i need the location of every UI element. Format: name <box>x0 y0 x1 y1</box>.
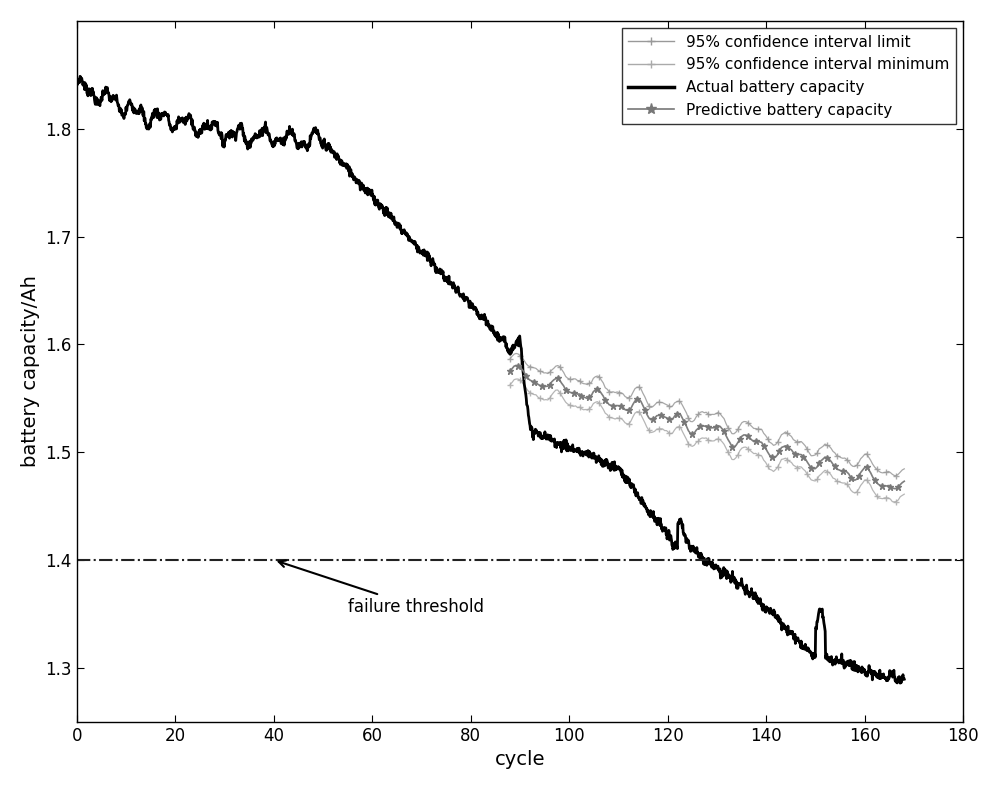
Actual battery capacity <box>474 314 486 324</box>
95% confidence interval minimum <box>522 386 534 396</box>
95% confidence interval limit <box>504 354 516 363</box>
95% confidence interval minimum <box>510 374 522 384</box>
Actual battery capacity <box>874 673 886 683</box>
95% confidence interval limit <box>898 464 910 473</box>
Line: Predictive battery capacity: Predictive battery capacity <box>507 362 908 492</box>
95% confidence interval limit <box>510 348 522 358</box>
Actual battery capacity <box>452 284 464 294</box>
95% confidence interval limit <box>880 468 892 477</box>
95% confidence interval limit <box>530 363 542 373</box>
95% confidence interval minimum <box>880 493 892 502</box>
Actual battery capacity <box>74 72 86 81</box>
Actual battery capacity <box>113 107 125 116</box>
Actual battery capacity <box>875 674 887 683</box>
95% confidence interval minimum <box>579 404 591 414</box>
Predictive battery capacity <box>579 393 591 402</box>
Predictive battery capacity <box>510 361 522 371</box>
Line: 95% confidence interval minimum: 95% confidence interval minimum <box>507 376 907 505</box>
95% confidence interval minimum <box>898 490 910 499</box>
Actual battery capacity <box>723 573 735 582</box>
95% confidence interval limit <box>522 361 534 371</box>
95% confidence interval minimum <box>888 497 900 506</box>
95% confidence interval limit <box>579 379 591 389</box>
Predictive battery capacity <box>530 378 542 387</box>
Predictive battery capacity <box>522 374 534 383</box>
Predictive battery capacity <box>898 476 910 486</box>
95% confidence interval minimum <box>530 390 542 400</box>
95% confidence interval minimum <box>867 485 879 495</box>
Predictive battery capacity <box>504 367 516 376</box>
Line: Actual battery capacity: Actual battery capacity <box>77 77 904 683</box>
95% confidence interval limit <box>867 459 879 468</box>
Actual battery capacity <box>894 679 906 688</box>
Y-axis label: battery capacity/Ah: battery capacity/Ah <box>21 276 40 467</box>
Predictive battery capacity <box>890 484 902 494</box>
Line: 95% confidence interval limit: 95% confidence interval limit <box>507 351 907 479</box>
Predictive battery capacity <box>611 401 623 410</box>
Legend: 95% confidence interval limit, 95% confidence interval minimum, Actual battery c: 95% confidence interval limit, 95% confi… <box>622 28 956 123</box>
Actual battery capacity <box>898 675 910 684</box>
X-axis label: cycle: cycle <box>495 750 545 769</box>
Actual battery capacity <box>71 77 83 86</box>
95% confidence interval minimum <box>611 413 623 423</box>
95% confidence interval minimum <box>504 380 516 389</box>
Predictive battery capacity <box>880 481 892 491</box>
Predictive battery capacity <box>867 472 879 482</box>
95% confidence interval limit <box>611 387 623 397</box>
95% confidence interval limit <box>890 471 902 480</box>
Text: failure threshold: failure threshold <box>279 561 484 615</box>
